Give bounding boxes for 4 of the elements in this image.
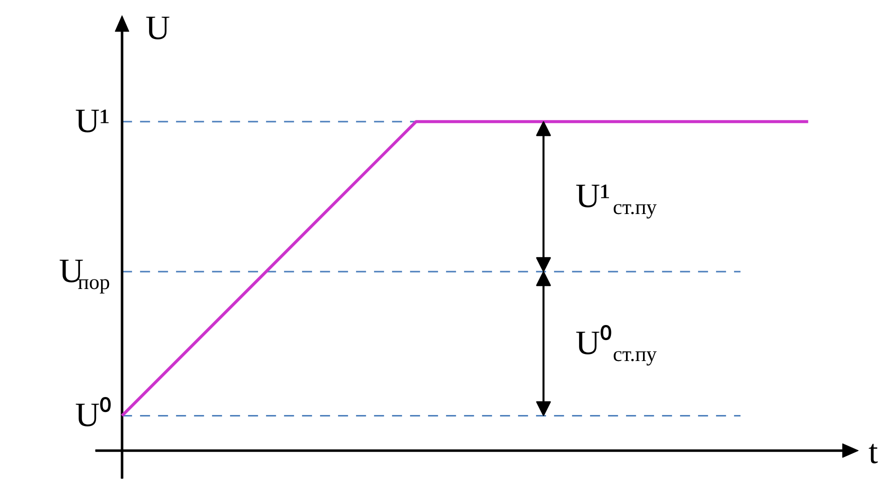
y-axis-title: U (146, 10, 170, 47)
ref-line-label: U⁰ (75, 397, 112, 434)
ref-line-label: U¹ (75, 103, 110, 140)
x-axis-title: t (868, 434, 878, 471)
